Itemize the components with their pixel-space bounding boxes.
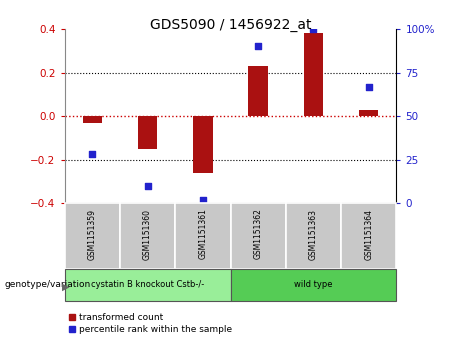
Point <box>254 44 262 49</box>
Bar <box>65 203 120 269</box>
Text: wild type: wild type <box>294 281 333 289</box>
Bar <box>65 269 230 301</box>
Bar <box>230 203 286 269</box>
Point <box>89 152 96 158</box>
Text: cystatin B knockout Cstb-/-: cystatin B knockout Cstb-/- <box>91 281 204 289</box>
Text: GSM1151359: GSM1151359 <box>88 208 97 260</box>
Bar <box>175 203 230 269</box>
Bar <box>359 110 378 116</box>
Text: GSM1151364: GSM1151364 <box>364 208 373 260</box>
Bar <box>304 33 323 116</box>
Text: GSM1151361: GSM1151361 <box>198 208 207 260</box>
Text: genotype/variation: genotype/variation <box>5 281 91 289</box>
Legend: transformed count, percentile rank within the sample: transformed count, percentile rank withi… <box>69 313 232 334</box>
Point <box>199 197 207 203</box>
Bar <box>341 203 396 269</box>
Bar <box>286 203 341 269</box>
Point <box>310 26 317 32</box>
Text: GSM1151362: GSM1151362 <box>254 208 263 260</box>
Point <box>144 183 151 189</box>
Bar <box>120 203 175 269</box>
Text: GDS5090 / 1456922_at: GDS5090 / 1456922_at <box>150 18 311 32</box>
Bar <box>248 66 268 116</box>
Bar <box>83 116 102 123</box>
Point <box>365 83 372 89</box>
Bar <box>138 116 157 149</box>
Bar <box>230 269 396 301</box>
Text: GSM1151363: GSM1151363 <box>309 208 318 260</box>
Text: GSM1151360: GSM1151360 <box>143 208 152 260</box>
Bar <box>193 116 213 173</box>
Text: ▶: ▶ <box>62 281 70 291</box>
